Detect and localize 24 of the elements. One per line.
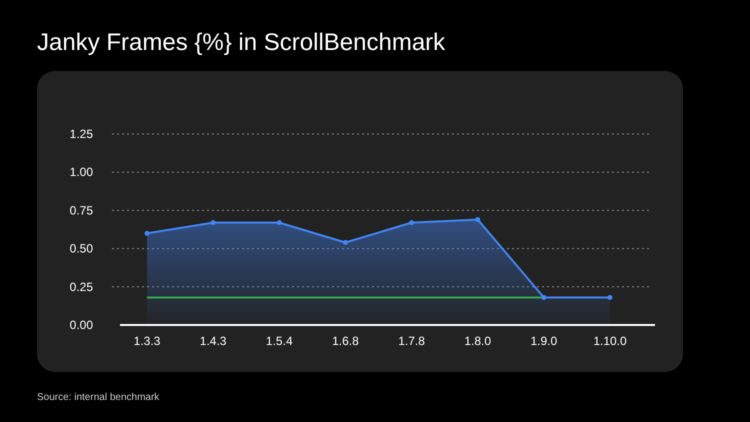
- x-tick-label: 1.4.3: [200, 334, 227, 348]
- y-tick-label: 1.25: [70, 127, 94, 141]
- point: [608, 294, 612, 300]
- point: [342, 240, 348, 245]
- point: [475, 217, 480, 222]
- point: [276, 220, 282, 226]
- x-tick-label: 1.10.0: [593, 334, 627, 348]
- x-tick-label: 1.3.3: [134, 334, 161, 348]
- source-note: Source: internal benchmark: [37, 392, 160, 403]
- point: [541, 294, 546, 300]
- point: [409, 220, 414, 226]
- point: [210, 220, 216, 226]
- x-tick-label: 1.6.8: [332, 334, 360, 348]
- x-tick-label: 1.8.0: [464, 334, 492, 348]
- y-tick-label: 0.75: [70, 203, 94, 218]
- x-tick-label: 1.5.4: [266, 334, 293, 348]
- y-tick-label: 0.25: [70, 280, 94, 294]
- y-tick-label: 0.00: [70, 318, 94, 332]
- point: [144, 230, 150, 236]
- x-tick-label: 1.9.0: [530, 334, 558, 348]
- chart-title: Janky Frames {%} in ScrollBenchmark: [37, 29, 446, 56]
- y-tick-label: 1.00: [70, 165, 94, 180]
- x-tick-label: 1.7.8: [398, 334, 426, 348]
- y-tick-label: 0.50: [70, 242, 94, 256]
